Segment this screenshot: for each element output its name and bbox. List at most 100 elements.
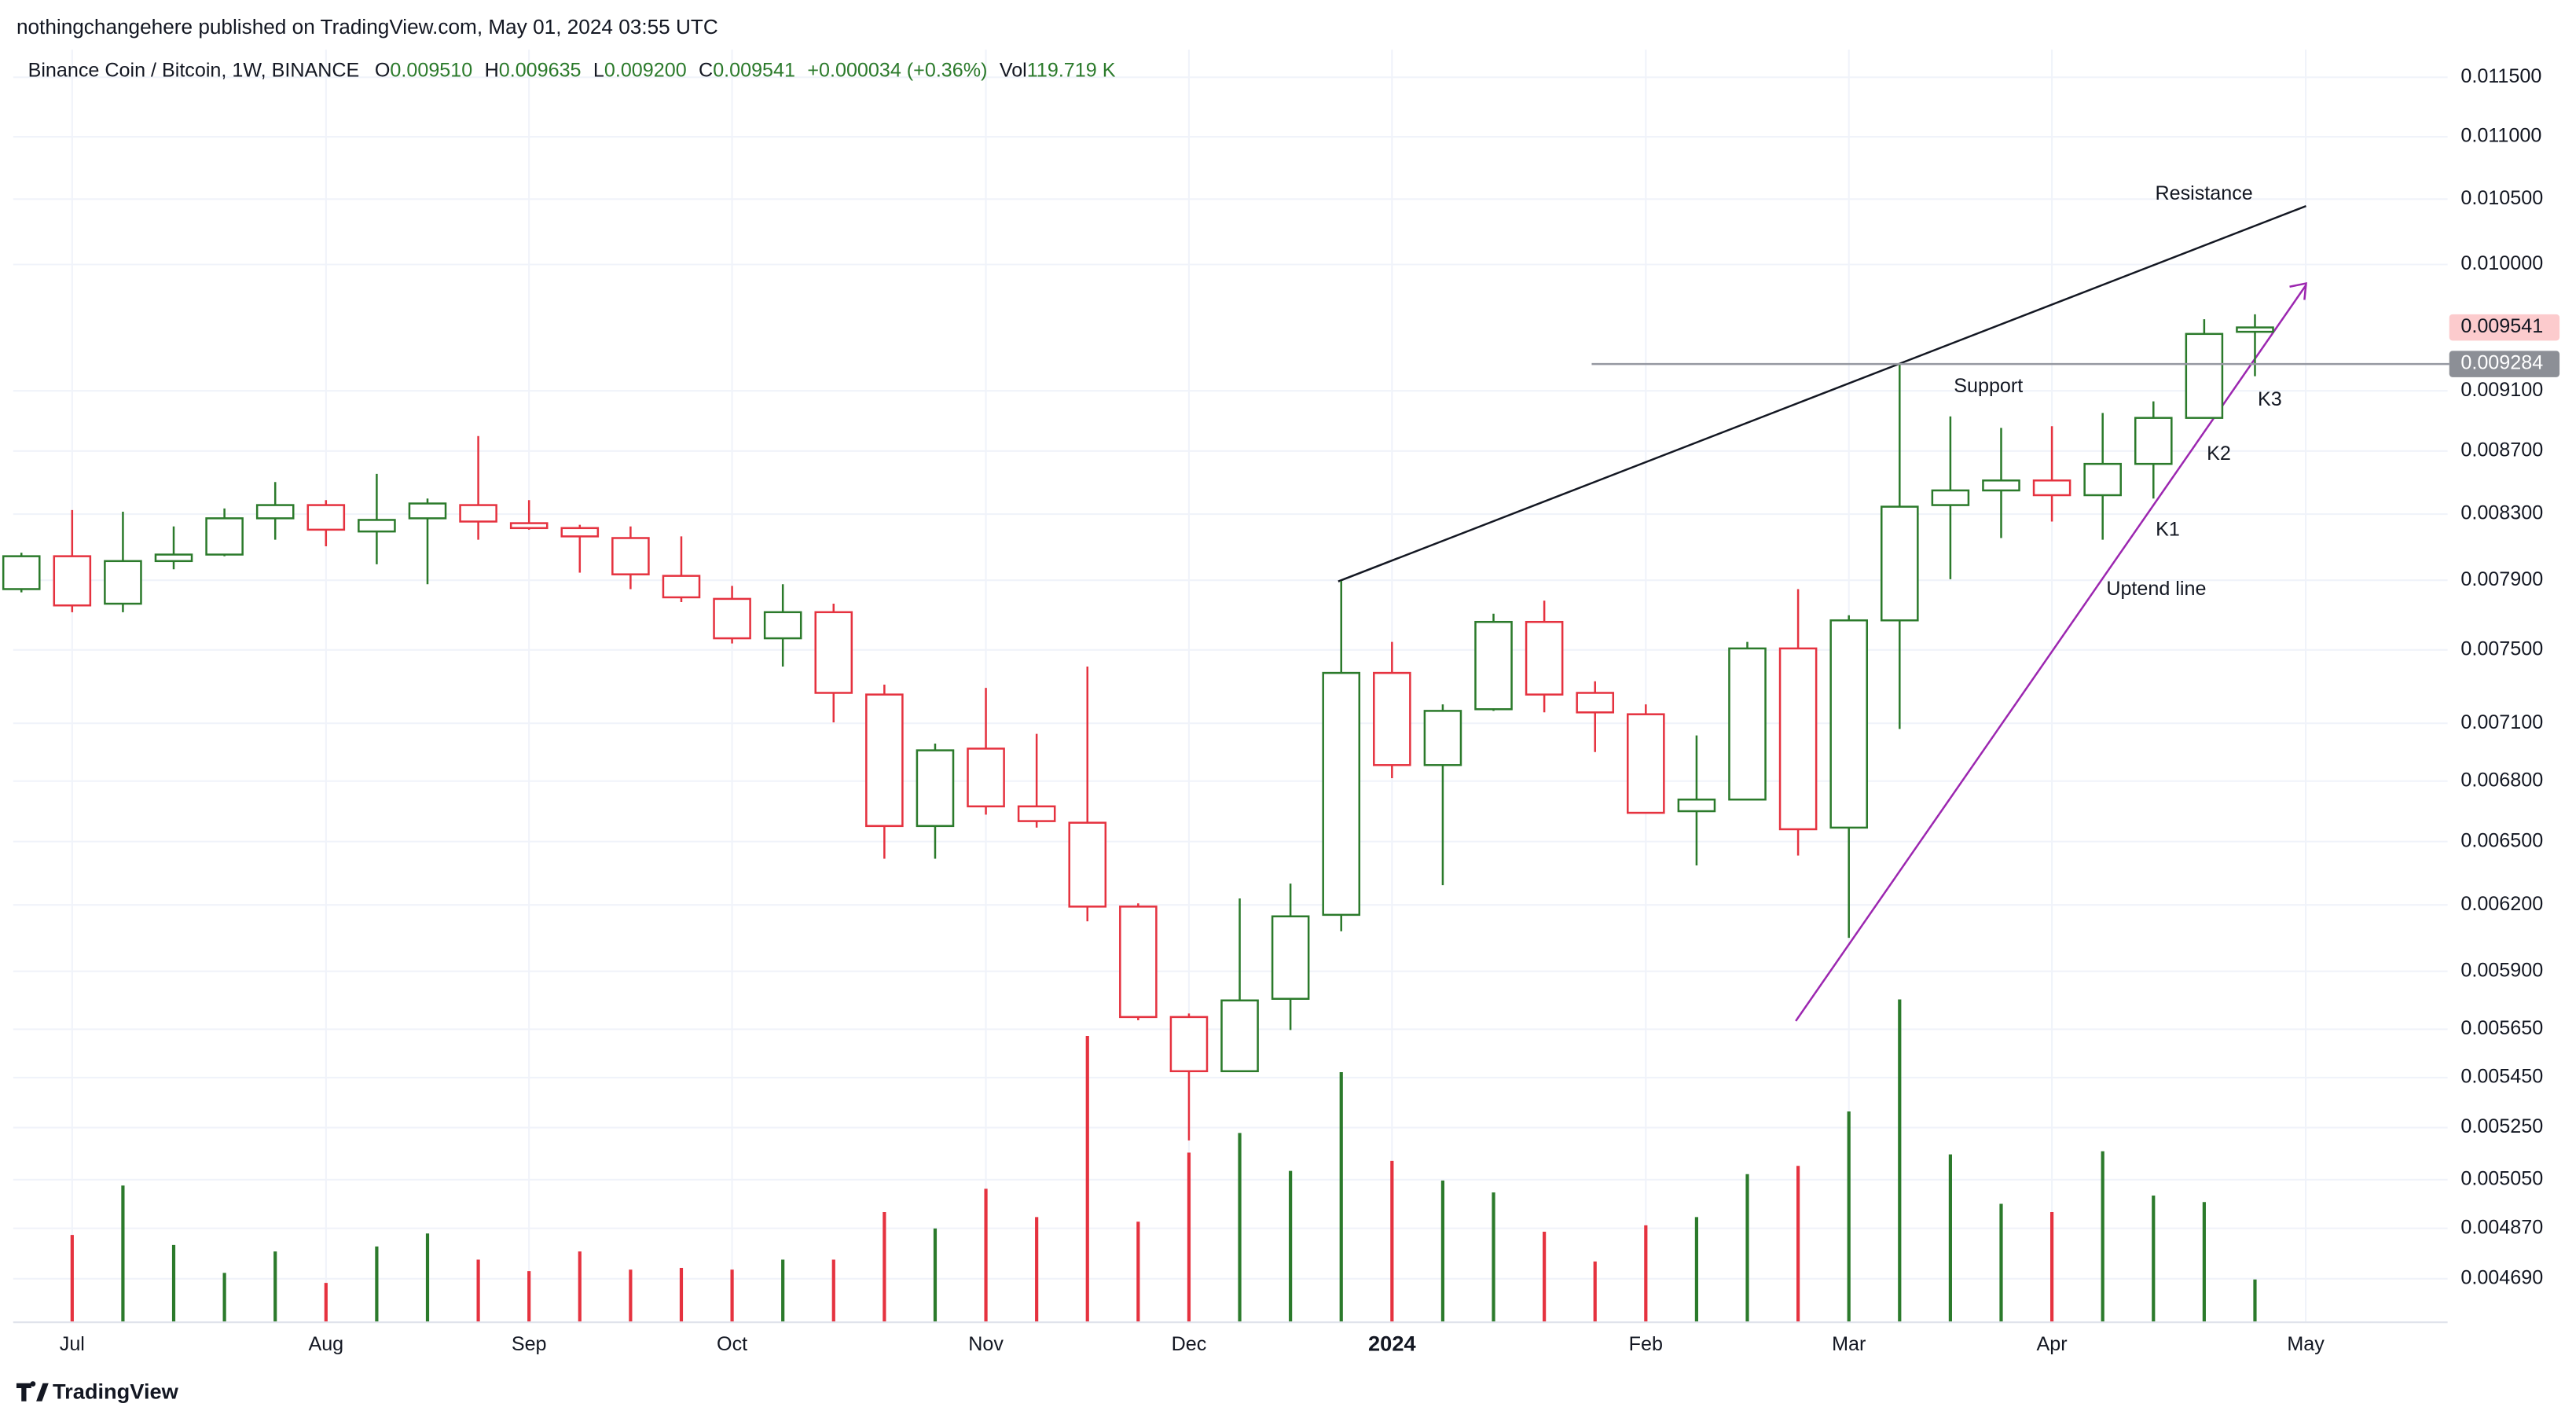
brand-logo (16, 1381, 49, 1401)
y-tick-label: 0.010500 (2460, 187, 2543, 209)
legend-change: +0.000034 (+0.36%) (807, 59, 987, 81)
annotation: K2 (2207, 443, 2231, 465)
candle-body (2032, 479, 2071, 497)
candle-body (1881, 505, 1919, 622)
x-tick-label: Nov (968, 1333, 1004, 1355)
candle-body (865, 693, 904, 828)
y-tick-label: 0.007500 (2460, 637, 2543, 659)
uptrend-line (1795, 284, 2307, 1022)
candle-body (104, 560, 142, 605)
candle-body (916, 749, 955, 828)
candle-body (1220, 999, 1259, 1073)
last-price-box (2449, 314, 2560, 341)
candle-body (408, 502, 447, 520)
candle-body (1119, 906, 1158, 1019)
x-tick-label: Jul (60, 1333, 85, 1355)
resistance-line (1338, 204, 2306, 582)
x-tick-label: Sep (512, 1333, 547, 1355)
y-tick-label: 0.005450 (2460, 1066, 2543, 1088)
legend: Binance Coin / Bitcoin, 1W, BINANCE O0.0… (28, 59, 1116, 81)
y-tick-label: 0.008700 (2460, 439, 2543, 461)
candle-body (611, 537, 650, 575)
uptrend-arrow (2289, 281, 2307, 300)
candle-body (53, 555, 92, 607)
candle-body (1778, 647, 1818, 831)
annotation: K3 (2258, 388, 2282, 410)
y-tick-label: 0.009100 (2460, 379, 2543, 401)
candle-body (1982, 479, 2020, 492)
y-tick-label: 0.004870 (2460, 1216, 2543, 1238)
support-price-box (2449, 351, 2560, 377)
candle-body (814, 611, 853, 694)
annotation: Resistance (2155, 182, 2252, 204)
candle-body (1373, 671, 1411, 766)
candle-body (154, 553, 193, 563)
attribution: nothingchangehere published on TradingVi… (17, 15, 718, 39)
axes: 0.011500 0.011000 0.010500 0.010000 0.009100… (13, 65, 2560, 1356)
legend-key: H (485, 59, 499, 81)
candles (2, 314, 2274, 1141)
x-tick-label: Oct (717, 1333, 747, 1355)
y-tick-label: 0.008300 (2460, 502, 2543, 524)
annotation: Support (1954, 375, 2023, 397)
x-tick-label: Aug (308, 1333, 343, 1355)
legend-title: Binance Coin / Bitcoin, 1W, BINANCE (28, 59, 360, 81)
candle-body (713, 597, 751, 640)
candle-body (1068, 821, 1107, 908)
legend-key: C (699, 59, 713, 81)
legend-value: 0.009510 (390, 59, 472, 81)
candle-body (255, 504, 295, 520)
x-tick-label: Mar (1832, 1333, 1866, 1355)
x-tick-label: May (2287, 1333, 2325, 1355)
candle-body (2236, 326, 2274, 333)
candle-body (1931, 489, 1970, 506)
y-tick-label: 0.005650 (2460, 1017, 2543, 1039)
candle-body (1474, 620, 1513, 711)
candle-body (1576, 692, 1615, 714)
candle-body (459, 504, 497, 523)
x-tick-label: Apr (2037, 1333, 2068, 1355)
y-tick-label: 0.011500 (2460, 65, 2541, 87)
y-tick-label: 0.010000 (2460, 252, 2543, 274)
volume-pane (70, 999, 2257, 1323)
candle-body (1627, 713, 1665, 814)
candle-body (967, 748, 1005, 808)
candle-body (662, 575, 701, 599)
candle-body (1677, 798, 1716, 813)
candle-body (1423, 710, 1462, 766)
x-tick-label: 2024 (1368, 1332, 1416, 1356)
legend-value: 0.009541 (713, 59, 795, 81)
y-tick-label: 0.005050 (2460, 1167, 2543, 1189)
y-tick-label: 0.007100 (2460, 711, 2543, 733)
legend-value: 119.719 K (1027, 59, 1116, 81)
legend-key: L (593, 59, 604, 81)
legend-value: 0.009635 (499, 59, 582, 81)
brand-name: TradingView (53, 1379, 179, 1403)
candle-body (2134, 417, 2173, 465)
last-price-label: 0.009541 (2460, 315, 2543, 337)
y-tick-label: 0.011000 (2460, 125, 2541, 147)
legend-key: O (375, 59, 391, 81)
y-tick-label: 0.006800 (2460, 769, 2543, 791)
candle-body (1525, 620, 1564, 696)
candle-body (509, 522, 549, 530)
candle-body (1829, 619, 1869, 829)
candle-body (2, 555, 41, 590)
candle-body (1017, 805, 1056, 822)
candle-body (2185, 332, 2224, 419)
support-price-label: 0.009284 (2460, 352, 2543, 374)
y-tick-label: 0.005900 (2460, 959, 2543, 981)
brand: TradingView (16, 1379, 179, 1403)
candle-body (2083, 462, 2122, 497)
candle-body (763, 611, 802, 640)
y-tick-label: 0.006200 (2460, 893, 2543, 915)
annotation: K1 (2156, 518, 2180, 540)
x-tick-label: Dec (1172, 1333, 1207, 1355)
candle-body (205, 517, 244, 556)
candle-body (306, 504, 346, 531)
legend-value: 0.009200 (604, 59, 687, 81)
grid (13, 50, 2448, 1323)
candle-body (1271, 915, 1310, 1000)
